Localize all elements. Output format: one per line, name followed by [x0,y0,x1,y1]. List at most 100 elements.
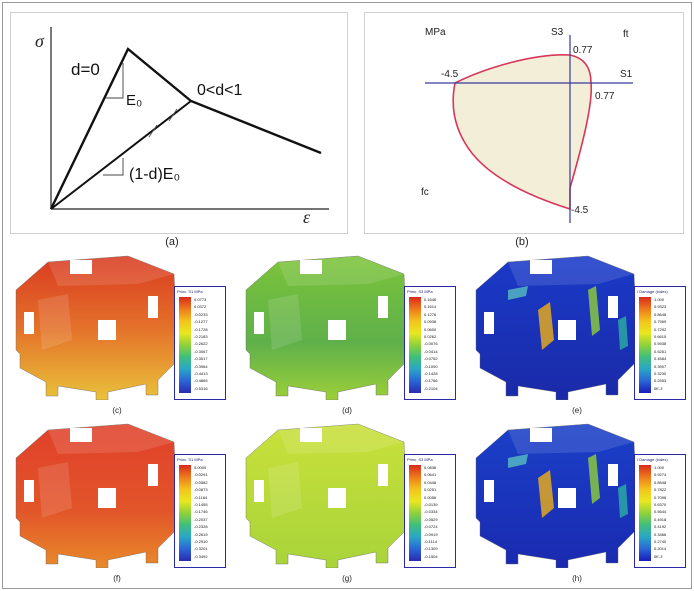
legend-title: Princ. S3 MPa [407,289,433,294]
legend-value: 0.8548 [654,479,667,485]
legend-value: -0.0414 [424,348,438,354]
color-legend: I Damage (index) 1.000 0.9323 0.8646 0.7969… [634,286,686,400]
legend-value: 0.7096 [654,494,667,500]
legend-value: -0.0529 [424,516,438,522]
legend-value: 0.2014 [654,546,667,552]
color-legend: Princ. S1 MPa 0.0000 -0.0291 -0.0582 -0.087… [174,454,226,568]
envelope-curve [49,47,322,210]
color-legend: Princ. S1 MPa 0.0773 0.0372 -0.0233 -0.1277… [174,286,226,400]
legend-values: 0.0836 0.0641 0.0446 0.0251 0.0056 -0.0139 -0.… [424,464,454,560]
legend-value: 0.9323 [654,304,667,310]
tick-mark-2 [168,108,178,122]
e0-label: E₀ [126,92,142,109]
d-range-label: 0<d<1 [197,82,242,99]
legend-value: 0.0446 [424,479,437,485]
s3-label: S3 [551,27,564,38]
caption-f: (f) [113,574,121,583]
val-077-right: 0.77 [595,91,615,102]
degraded-modulus-label: (1-d)E₀ [129,166,180,183]
color-legend: I Damage (index) 1.000 0.9274 0.8548 0.7822… [634,454,686,568]
legend-value: 0.0938 [424,319,437,325]
legend-value: -0.1728 [194,326,208,332]
failure-envelope-diagram: MPa S3 ft 0.77 S1 0.77 -4.5 fc -4.5 [421,27,633,223]
color-legend: Princ. S3 MPa 0.0836 0.0641 0.0446 0.0251 0.… [404,454,456,568]
caption-d: (d) [342,406,352,415]
fem-model [475,423,639,568]
legend-value: -0.3067 [194,348,208,354]
legend-title: Princ. S3 MPa [407,457,433,462]
legend-value: -0.3201 [194,546,208,552]
legend-title: Princ. S1 MPa [177,457,203,462]
legend-value: 0.1276 [424,311,437,317]
legend-colorbar [179,297,191,393]
legend-value: 0E-3 [654,553,663,559]
legend-title: Princ. S1 MPa [177,289,203,294]
legend-value: 0.6615 [654,334,667,340]
legend-value: 0.5261 [654,348,667,354]
legend-value: -0.1455 [194,502,208,508]
legend-value: -0.1309 [424,546,438,552]
legend-value: 0.4192 [654,524,667,530]
fem-model [245,255,409,400]
legend-value: -0.1766 [424,378,438,384]
legend-values: 0.0773 0.0372 -0.0233 -0.1277 -0.1728 -0.2183… [194,296,224,392]
panel-h: I Damage (index) 1.000 0.9274 0.8548 0.7822… [468,418,686,583]
legend-value: -0.2183 [194,334,208,340]
panel-e: I Damage (index) 1.000 0.9323 0.8646 0.7969… [468,250,686,415]
s1-label: S1 [620,69,633,80]
sigma-label: σ [35,31,45,51]
legend-value: 0.1646 [424,297,437,302]
fc-label: fc [421,187,429,198]
stress-strain-diagram: σ ε d=0 E₀ 0<d<1 (1-d)E₀ [35,27,329,227]
fem-model [475,255,639,400]
legend-value: -0.1504 [424,553,438,559]
legend-value: 0.2740 [654,539,667,545]
legend-value: -0.1164 [194,494,208,500]
legend-value: -0.0334 [424,509,438,515]
legend-value: 0.0000 [194,465,207,470]
legend-value: 0.0262 [424,334,437,340]
legend-value: -0.2910 [194,539,208,545]
legend-value: -0.1114 [424,539,437,545]
legend-value: 0.3230 [654,371,667,377]
caption-e: (e) [572,406,582,415]
legend-value: 0.0836 [424,465,437,470]
legend-value: 0.0056 [424,494,437,500]
legend-values: 1.000 0.9274 0.8548 0.7822 0.7096 0.6370 0.564… [654,464,684,560]
legend-value: 0.8646 [654,311,667,317]
legend-colorbar [639,297,651,393]
legend-value: 0.7969 [654,319,667,325]
legend-value: -0.1428 [424,371,438,377]
color-legend: Princ. S3 MPa 0.1646 0.1614 0.1276 0.0938 0.… [404,286,456,400]
legend-values: 0.1646 0.1614 0.1276 0.0938 0.0600 0.0262 -0.0… [424,296,454,392]
caption-b: (b) [515,236,529,248]
unloading-line [50,100,192,210]
legend-values: 1.000 0.9323 0.8646 0.7969 0.7292 0.6615 0.593… [654,296,684,392]
legend-value: 0E-3 [654,385,663,391]
legend-value: 0.0600 [424,326,437,332]
legend-value: -0.0724 [424,524,438,530]
legend-value: -0.3492 [194,553,208,559]
legend-value: 1.000 [654,465,665,470]
caption-h: (h) [572,574,582,583]
legend-value: 0.5644 [654,509,667,515]
e0-triangle [105,63,124,99]
legend-title: I Damage (index) [637,457,668,462]
envelope-region [452,54,593,211]
legend-value: -0.3964 [194,363,208,369]
panel-d: Princ. S3 MPa 0.1646 0.1614 0.1276 0.0938 0.… [238,250,456,415]
caption-a: (a) [165,236,179,248]
fem-model [15,255,179,400]
legend-value: 0.0641 [424,472,437,478]
legend-value: -0.4865 [194,378,208,384]
panel-c: Princ. S1 MPa 0.0773 0.0372 -0.0233 -0.1277… [8,250,226,415]
legend-value: -0.1277 [194,319,208,325]
legend-value: -0.2037 [194,516,208,522]
legend-value: -0.0076 [424,341,438,347]
val-077-top: 0.77 [573,45,593,56]
legend-values: 0.0000 -0.0291 -0.0582 -0.0873 -0.1164 -0.145… [194,464,224,560]
legend-colorbar [639,465,651,561]
legend-colorbar [179,465,191,561]
caption-c: (c) [112,406,122,415]
legend-value: -0.4413 [194,371,208,377]
